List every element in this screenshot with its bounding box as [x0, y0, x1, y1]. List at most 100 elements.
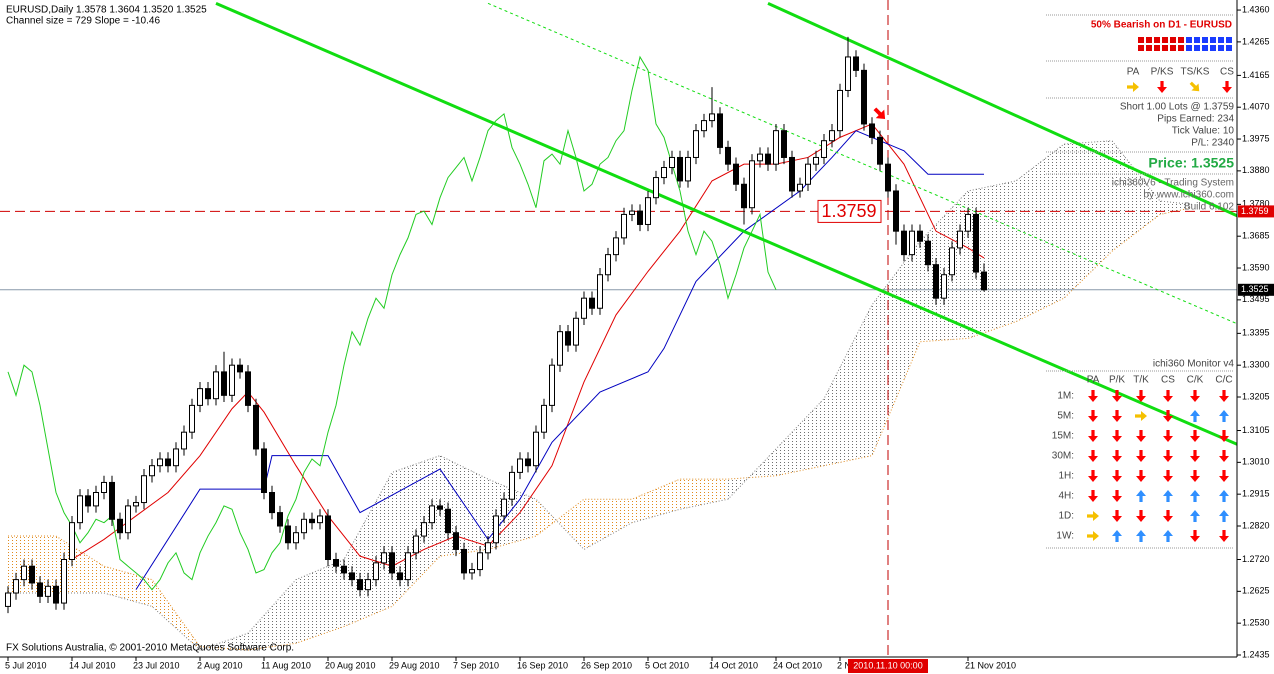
arrow	[1157, 81, 1167, 93]
candle-body	[221, 371, 227, 396]
arrow	[1163, 490, 1173, 502]
candle-body	[853, 56, 859, 71]
candle-body	[397, 572, 403, 581]
candle-body	[541, 404, 547, 433]
price-text: Price: 1.3525	[1148, 155, 1234, 171]
candle-body	[157, 458, 163, 467]
candle-body	[805, 163, 811, 185]
candle-body	[925, 240, 931, 266]
candle-body	[469, 569, 475, 574]
candle-body	[581, 297, 587, 319]
candle-body	[781, 130, 787, 158]
candle-body	[965, 213, 971, 232]
strength-square	[1210, 37, 1216, 43]
monitor-column: PA	[1087, 375, 1100, 386]
copyright: FX Solutions Australia, © 2001-2010 Meta…	[6, 643, 294, 654]
arrow	[1112, 470, 1122, 482]
candle-body	[917, 230, 923, 242]
arrow	[873, 107, 886, 120]
y-tick-label: 1.3105	[1242, 425, 1270, 435]
arrow	[1136, 390, 1146, 402]
arrow	[1135, 411, 1147, 421]
arrow	[1136, 430, 1146, 442]
trade-text: Tick Value: 10	[1172, 126, 1235, 137]
arrow	[1219, 510, 1229, 522]
arrow	[1088, 450, 1098, 462]
candle-body	[685, 156, 691, 182]
trade-text: Pips Earned: 234	[1157, 114, 1234, 125]
arrow	[1087, 511, 1099, 521]
candle-body	[309, 518, 315, 524]
candle-body	[973, 213, 979, 273]
candle-body	[45, 585, 51, 597]
candle-body	[501, 498, 507, 517]
monitor-row-label: 1D:	[1058, 511, 1074, 522]
candle-body	[237, 364, 243, 373]
candle-body	[789, 156, 795, 192]
candle-body	[621, 213, 627, 239]
time-tag	[848, 659, 928, 673]
candle-body	[949, 247, 955, 276]
monitor-row-label: 1W:	[1056, 531, 1074, 542]
candle-body	[565, 331, 571, 346]
monitor-column: T/K	[1133, 375, 1149, 386]
cloud-fill	[488, 479, 536, 550]
y-tick-label: 1.3205	[1242, 391, 1270, 401]
candle-body	[981, 271, 987, 291]
candle-body	[149, 465, 155, 477]
arrow	[1136, 510, 1146, 522]
candle-body	[197, 388, 203, 406]
y-tick-label: 1.2915	[1242, 489, 1270, 499]
arrow	[1219, 410, 1229, 422]
strength-square	[1146, 37, 1152, 43]
y-tick-label: 1.3010	[1242, 457, 1270, 467]
candle-body	[85, 495, 91, 507]
candle-body	[877, 136, 883, 165]
strength-square	[1146, 45, 1152, 51]
panel-column: TS/KS	[1181, 67, 1210, 78]
candle-body	[549, 364, 555, 406]
y-tick-label: 1.4265	[1242, 36, 1270, 46]
candle-body	[957, 230, 963, 249]
arrow	[1087, 531, 1099, 541]
cloud-edge	[8, 140, 1193, 651]
strength-square	[1186, 37, 1192, 43]
candle-body	[525, 458, 531, 467]
candle-body	[133, 502, 139, 507]
y-tick-label: 1.3590	[1242, 262, 1270, 272]
cloud-fill	[56, 536, 104, 594]
arrow	[1222, 81, 1232, 93]
candle-body	[605, 254, 611, 276]
x-tick-label: 11 Aug 2010	[261, 660, 311, 670]
candle-body	[645, 197, 651, 225]
candle-body	[845, 56, 851, 91]
price-box	[817, 199, 882, 223]
strength-square	[1162, 37, 1168, 43]
candle-body	[77, 495, 83, 524]
trend-line	[767, 1, 1237, 218]
candle-body	[461, 548, 467, 574]
arrow	[1088, 430, 1098, 442]
y-tick-label: 1.4165	[1242, 70, 1270, 80]
strength-square	[1194, 37, 1200, 43]
cloud-fill	[296, 559, 344, 644]
candle-body	[405, 552, 411, 581]
strength-square	[1178, 45, 1184, 51]
candle-body	[893, 190, 899, 232]
candle-body	[285, 525, 291, 544]
candle-body	[301, 518, 307, 534]
y-tick-label: 1.3395	[1242, 328, 1270, 338]
candle-body	[261, 448, 267, 493]
candle-body	[869, 123, 875, 138]
x-tick-label: 16 Sep 2010	[517, 660, 568, 670]
cloud-fill	[1016, 144, 1064, 322]
candle-body	[733, 163, 739, 185]
y-tick-label: 1.2820	[1242, 520, 1270, 530]
monitor-column: CS	[1161, 375, 1175, 386]
arrow	[1163, 450, 1173, 462]
candle-body	[165, 458, 171, 467]
price-tag-label: 1.3525	[1241, 284, 1269, 294]
y-tick-label: 1.2435	[1242, 649, 1270, 659]
monitor-row-label: 30M:	[1052, 451, 1074, 462]
